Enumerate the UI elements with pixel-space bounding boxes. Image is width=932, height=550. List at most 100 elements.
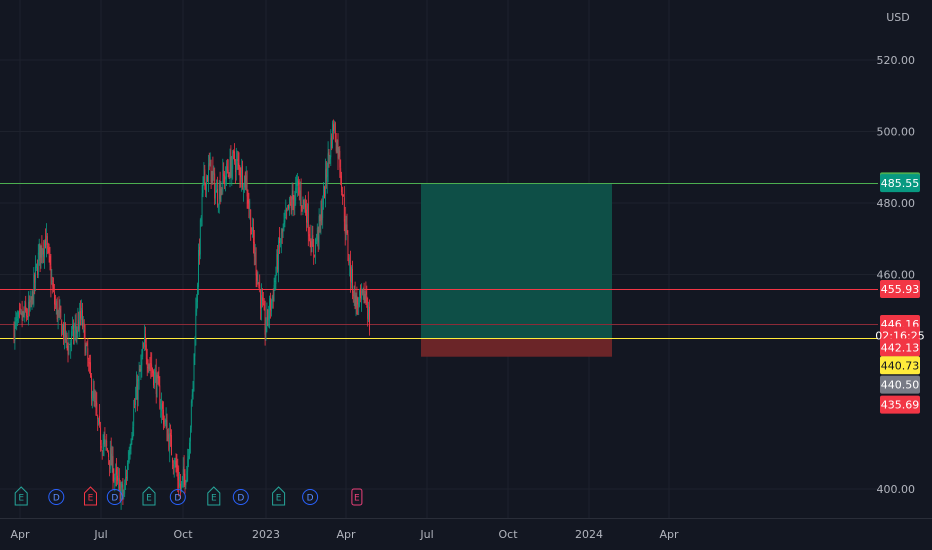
candle: [278, 237, 280, 283]
candle: [333, 119, 334, 140]
candle: [140, 354, 142, 381]
candle: [204, 164, 206, 190]
candle: [316, 223, 318, 247]
earnings-marker-icon[interactable]: E: [142, 486, 156, 506]
candle: [220, 181, 222, 203]
candle: [106, 433, 108, 451]
candle: [163, 415, 165, 429]
stop-loss-zone[interactable]: [421, 338, 612, 357]
candle: [297, 173, 298, 197]
candle: [61, 319, 63, 337]
candle: [131, 431, 133, 445]
dividend-marker-icon[interactable]: D: [302, 489, 319, 505]
price-label-text: 442.13: [881, 341, 920, 354]
time-tick-label: Apr: [10, 528, 30, 541]
candle: [337, 133, 339, 171]
profit-zone[interactable]: [421, 183, 612, 339]
dividend-marker-icon[interactable]: D: [106, 489, 123, 505]
candle: [232, 149, 234, 180]
earnings-marker-icon[interactable]: E: [207, 486, 221, 506]
candle: [189, 425, 191, 454]
event-letter: E: [18, 494, 24, 504]
candle: [277, 244, 279, 273]
candle: [112, 446, 114, 491]
time-axis[interactable]: Apr Jul Oct 2023 Apr Jul Oct 2024 Apr: [10, 528, 679, 541]
candle: [26, 307, 28, 322]
candle: [269, 295, 271, 329]
candle: [312, 225, 314, 247]
horizontal-lines[interactable]: [0, 183, 878, 339]
candle: [222, 158, 224, 195]
candle: [166, 413, 168, 442]
candle: [114, 473, 116, 492]
candle: [158, 366, 160, 387]
candle: [99, 404, 100, 428]
candle: [63, 321, 64, 345]
candle: [306, 203, 308, 228]
candle: [344, 206, 346, 246]
earnings-marker-icon[interactable]: E: [351, 488, 363, 506]
candle: [234, 158, 236, 184]
candle: [251, 227, 253, 235]
candle: [342, 186, 343, 205]
dividend-marker-icon[interactable]: D: [232, 489, 249, 505]
candle: [261, 283, 262, 321]
candle: [328, 148, 330, 168]
candle: [182, 457, 184, 489]
candle: [327, 141, 329, 183]
candle: [128, 446, 130, 464]
candle: [242, 160, 244, 190]
candle: [255, 247, 257, 288]
candle: [257, 271, 259, 285]
candle: [203, 162, 205, 186]
candle: [31, 290, 33, 310]
dividend-marker-icon[interactable]: D: [48, 489, 65, 505]
earnings-marker-icon[interactable]: E: [272, 486, 286, 506]
candle: [250, 209, 252, 241]
candle: [79, 302, 81, 338]
candle: [37, 244, 39, 279]
candle: [256, 269, 258, 288]
candle: [96, 392, 98, 416]
candle: [54, 283, 55, 311]
candle: [135, 386, 136, 413]
candle: [285, 199, 287, 219]
dividend-marker-icon[interactable]: D: [169, 489, 186, 505]
earnings-marker-icon[interactable]: E: [84, 486, 97, 506]
candle: [42, 248, 44, 264]
candle: [76, 326, 78, 345]
candle: [208, 152, 210, 171]
candle: [44, 239, 45, 269]
long-position-tool[interactable]: [421, 183, 612, 357]
candle: [270, 292, 271, 319]
candle: [306, 199, 307, 232]
candle: [207, 154, 209, 193]
candle: [130, 438, 132, 455]
price-tick-label: 400.00: [877, 483, 916, 496]
candle: [216, 179, 217, 193]
candle: [281, 228, 283, 244]
price-label-tag: 485.55: [880, 174, 920, 193]
candle: [159, 376, 161, 410]
candle: [173, 457, 175, 478]
candle: [234, 143, 235, 165]
candle: [151, 352, 153, 378]
candle: [200, 215, 202, 227]
candle: [237, 151, 239, 170]
candle: [120, 481, 122, 510]
earnings-marker-icon[interactable]: E: [14, 486, 28, 506]
candle: [355, 292, 357, 317]
candle: [142, 341, 144, 360]
candle: [340, 159, 342, 186]
candle: [46, 223, 47, 258]
candle: [279, 238, 281, 248]
candle: [264, 300, 266, 346]
price-label-text: 455.93: [881, 283, 920, 296]
candle: [297, 176, 299, 196]
candle: [207, 174, 208, 183]
candle: [347, 230, 349, 262]
candle: [198, 238, 200, 265]
price-axis[interactable]: USD 520.00 500.00 480.00 460.00 400.00: [877, 11, 916, 496]
